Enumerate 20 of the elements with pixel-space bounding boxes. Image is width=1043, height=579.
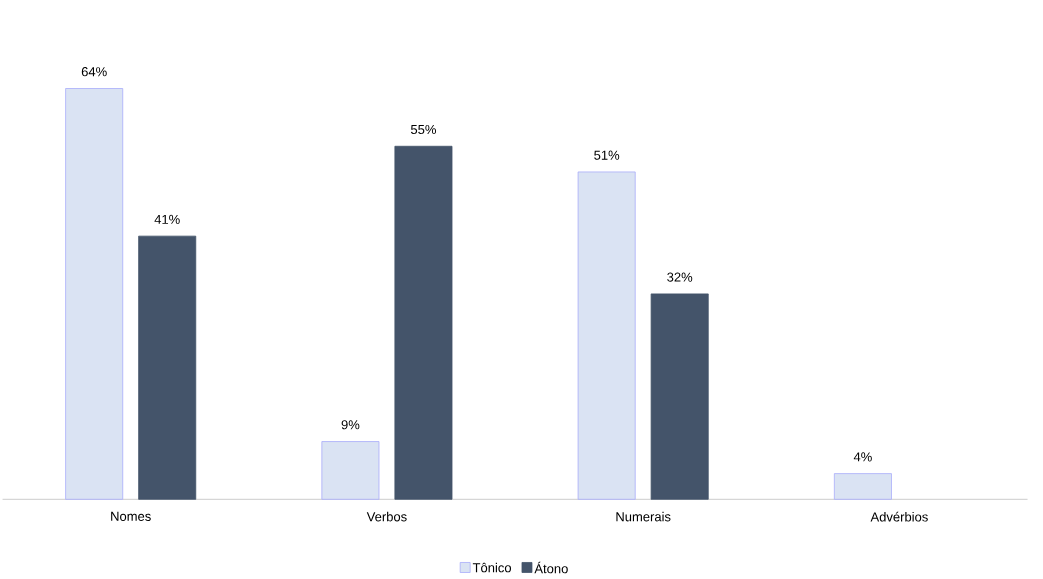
data-label: 41% (154, 214, 180, 224)
x-tick-label: Advérbios (870, 511, 928, 522)
data-label: 9% (341, 420, 360, 430)
bar (650, 293, 709, 500)
data-label: 4% (853, 452, 872, 462)
bar (138, 235, 197, 500)
data-label: 32% (667, 272, 693, 282)
legend-label: Átono (534, 561, 568, 574)
bar (394, 145, 453, 500)
bar (321, 441, 380, 500)
bar (833, 473, 892, 500)
data-label: 64% (81, 67, 107, 77)
data-label: 55% (410, 124, 436, 135)
x-tick-label: Verbos (366, 511, 407, 522)
legend-label: Tônico (472, 562, 512, 573)
x-tick-label: Nomes (111, 511, 151, 521)
bar (577, 171, 636, 500)
bar (65, 88, 124, 500)
x-tick-label: Numerais (616, 511, 671, 522)
data-label: 51% (594, 150, 620, 160)
